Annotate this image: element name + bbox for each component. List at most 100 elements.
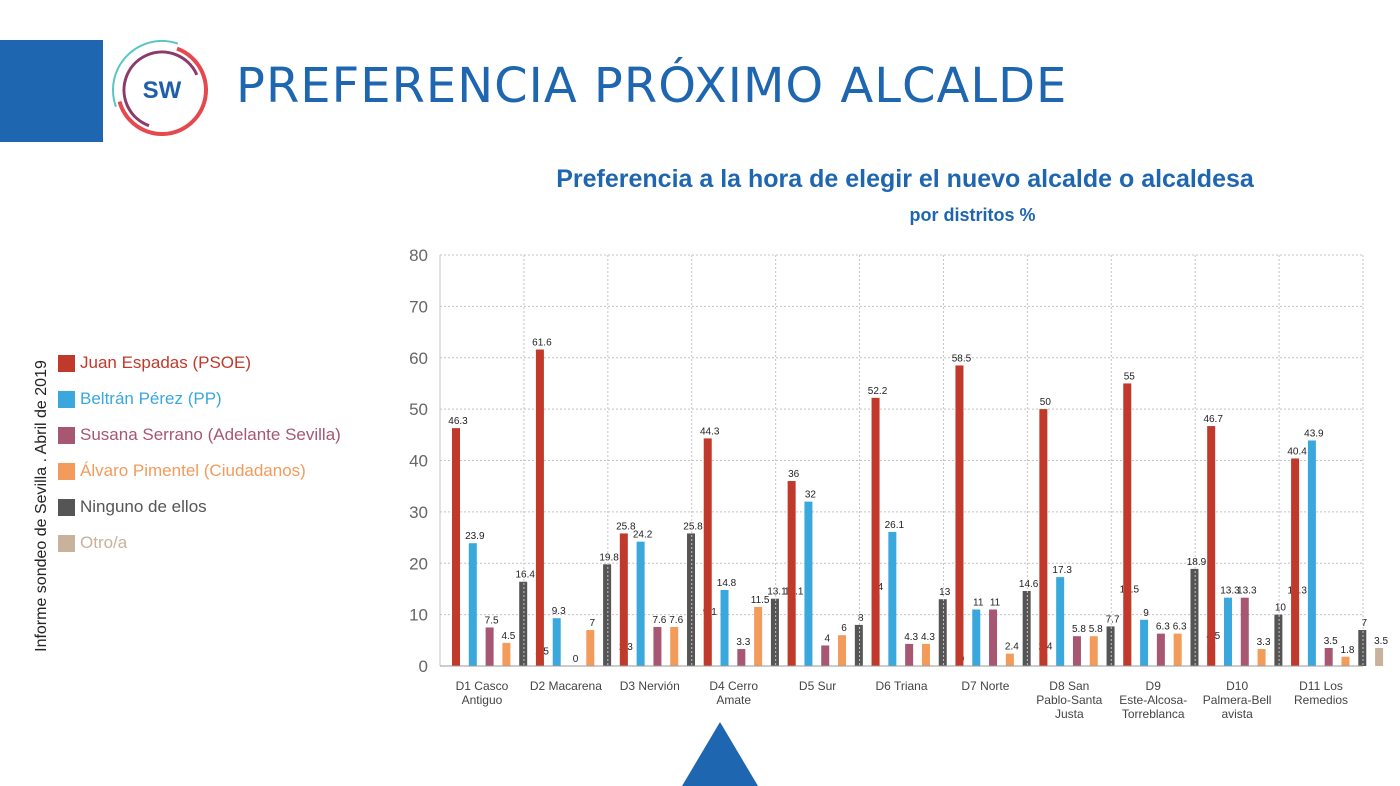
bar <box>1207 426 1216 666</box>
x-tick-label: D5 Sur <box>799 679 836 693</box>
legend-swatch <box>58 534 75 552</box>
data-label: 11 <box>990 597 1001 608</box>
bar <box>1106 626 1115 666</box>
data-label: 4 <box>824 633 830 644</box>
data-label: 7 <box>590 618 596 629</box>
data-label: 43.9 <box>1304 428 1324 439</box>
data-label: 8 <box>858 613 864 624</box>
data-label: 6.3 <box>1156 622 1170 633</box>
data-label: 18.9 <box>1187 557 1207 568</box>
data-label: 7.7 <box>1106 614 1120 625</box>
bar <box>619 533 628 666</box>
data-label: 40.4 <box>1287 446 1307 457</box>
bar <box>552 618 561 666</box>
data-label: 10 <box>1275 603 1287 614</box>
y-tick-label: 50 <box>409 400 428 419</box>
bar <box>1156 633 1165 666</box>
bar <box>603 564 612 666</box>
bar <box>955 365 964 666</box>
bar <box>1324 648 1333 666</box>
data-label: 25.8 <box>683 521 703 532</box>
bar <box>1140 619 1149 666</box>
legend-item: Beltrán Pérez (PP) <box>58 381 341 417</box>
legend-swatch <box>58 498 75 516</box>
y-tick-label: 80 <box>409 246 428 265</box>
bar <box>888 531 897 666</box>
bar <box>653 626 662 666</box>
data-label: 3.5 <box>1324 636 1338 647</box>
sw-logo-icon: SW <box>112 40 212 140</box>
data-label: 9 <box>1143 608 1149 619</box>
y-tick-label: 10 <box>409 606 428 625</box>
data-label: 13.3 <box>1220 586 1240 597</box>
data-label: 44.3 <box>700 426 720 437</box>
bar <box>871 397 880 666</box>
x-tick-label: Justa <box>1055 707 1084 721</box>
data-label: 7 <box>1362 618 1368 629</box>
chart-subtitle: por distritos % <box>909 205 1036 225</box>
bar <box>1375 648 1384 666</box>
data-label: 7.6 <box>652 615 666 626</box>
y-tick-label: 70 <box>409 297 428 316</box>
legend-label: Beltrán Pérez (PP) <box>80 389 222 408</box>
legend-item: Álvaro Pimentel (Ciudadanos) <box>58 453 341 489</box>
bar <box>720 589 729 666</box>
data-label: 11.5 <box>751 595 770 606</box>
x-tick-label: Antiguo <box>462 693 503 707</box>
data-label: 6 <box>841 623 847 634</box>
data-label: 4.3 <box>904 632 918 643</box>
data-label: 2.4 <box>1005 642 1019 653</box>
data-label: 61.6 <box>532 338 552 349</box>
bar <box>972 609 981 666</box>
data-label: 17.3 <box>1052 565 1072 576</box>
bar <box>838 635 847 666</box>
bar <box>1005 653 1014 666</box>
x-tick-label: D9 <box>1146 679 1162 693</box>
x-tick-label: D3 Nervión <box>620 679 680 693</box>
x-tick-label: D8 San <box>1049 679 1089 693</box>
bar <box>1056 577 1065 666</box>
bar <box>905 643 914 666</box>
legend-swatch <box>58 462 75 480</box>
data-label: 50 <box>1040 397 1052 408</box>
bar <box>1173 633 1182 666</box>
bar <box>1223 597 1232 666</box>
data-label: 46.7 <box>1203 414 1223 425</box>
legend-swatch <box>58 390 75 408</box>
brand-block <box>0 40 103 142</box>
bar <box>1274 614 1283 666</box>
data-label: 23.9 <box>465 531 485 542</box>
data-label: 14.8 <box>717 578 737 589</box>
legend-label: Juan Espadas (PSOE) <box>80 353 252 372</box>
data-label: 4.5 <box>501 631 515 642</box>
bar <box>989 609 998 666</box>
data-label: 0 <box>573 654 579 665</box>
x-tick-label: Palmera-Bell <box>1203 693 1272 707</box>
x-tick-label: Pablo-Santa <box>1036 693 1102 707</box>
data-label: 24.2 <box>633 530 653 541</box>
data-label: 9.3 <box>552 606 566 617</box>
data-label: 19.8 <box>599 552 619 563</box>
data-label: 11 <box>973 597 984 608</box>
data-label: 13.3 <box>1237 586 1257 597</box>
bar <box>519 581 528 666</box>
page-title: PREFERENCIA PRÓXIMO ALCALDE <box>236 58 1068 114</box>
bar <box>1341 656 1350 666</box>
data-label: 52.2 <box>868 386 888 397</box>
data-label: 32 <box>805 490 817 501</box>
bar <box>670 626 679 666</box>
x-tick-label: avista <box>1221 707 1253 721</box>
x-tick-label: Amate <box>716 693 751 707</box>
x-tick-label: Torreblanca <box>1122 707 1185 721</box>
data-label: 3.5 <box>1374 636 1388 647</box>
data-label: 26.1 <box>885 520 905 531</box>
data-label: 1.8 <box>1341 645 1355 656</box>
data-label: 14.6 <box>1019 579 1039 590</box>
legend-label: Ninguno de ellos <box>80 497 207 516</box>
bar <box>921 643 930 666</box>
decorative-triangle <box>682 722 758 786</box>
bar <box>502 642 511 666</box>
data-label: 13.1 <box>767 587 787 598</box>
